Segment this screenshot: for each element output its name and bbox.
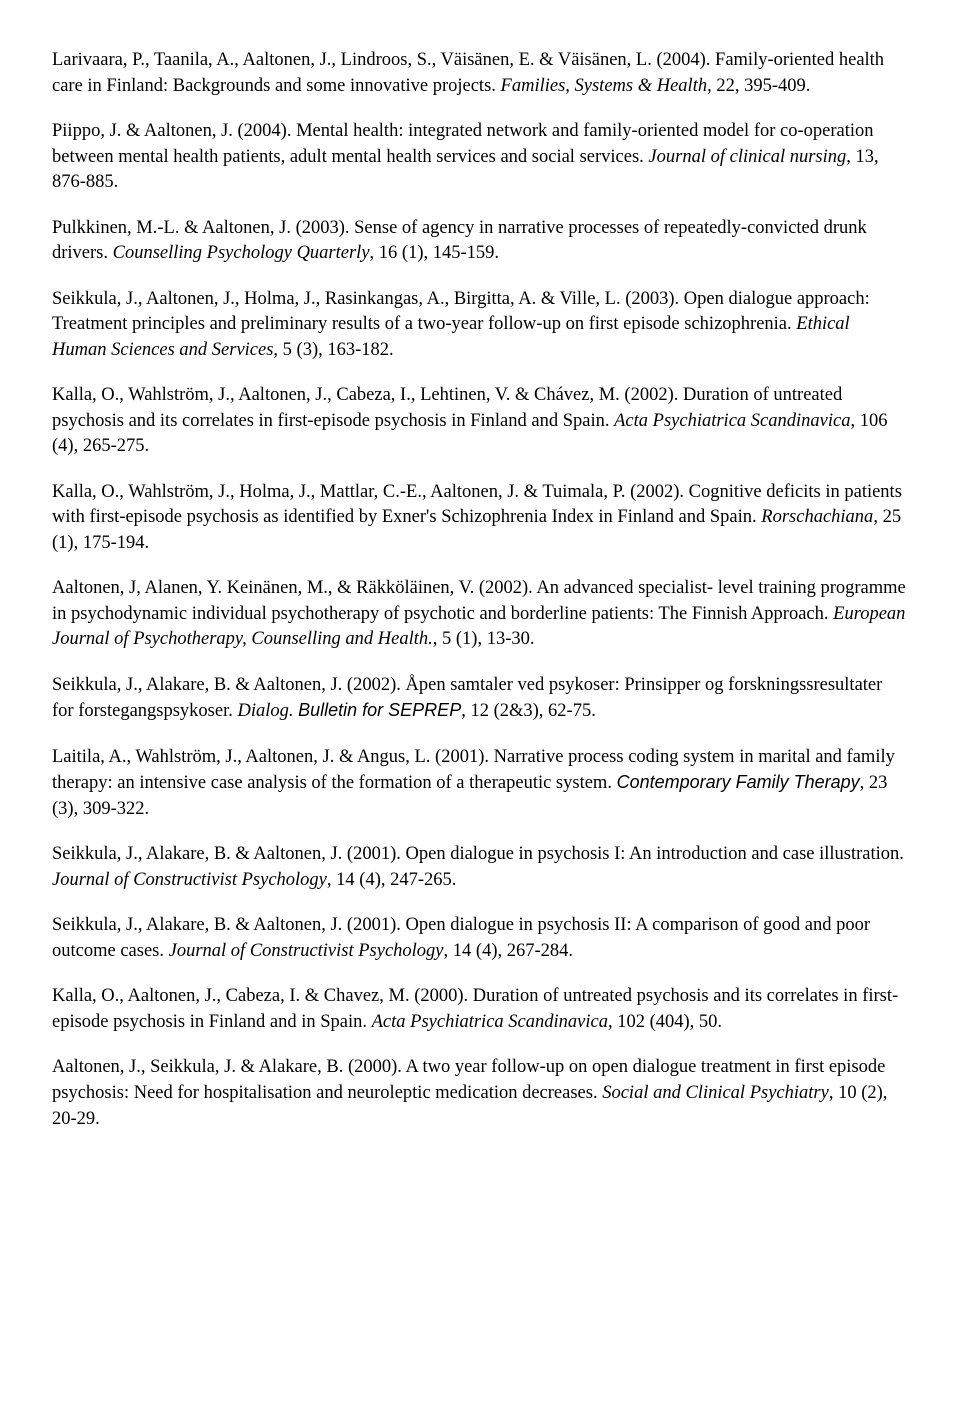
reference: Aaltonen, J., Seikkula, J. & Alakare, B.… (52, 1055, 908, 1132)
reference: Kalla, O., Wahlström, J., Aaltonen, J., … (52, 383, 908, 460)
reference: Kalla, O., Wahlström, J., Holma, J., Mat… (52, 480, 908, 557)
reference: Laitila, A., Wahlström, J., Aaltonen, J.… (52, 745, 908, 823)
reference: Piippo, J. & Aaltonen, J. (2004). Mental… (52, 119, 908, 196)
reference: Larivaara, P., Taanila, A., Aaltonen, J.… (52, 48, 908, 99)
reference: Aaltonen, J, Alanen, Y. Keinänen, M., & … (52, 576, 908, 653)
reference: Seikkula, J., Alakare, B. & Aaltonen, J.… (52, 673, 908, 725)
reference: Seikkula, J., Alakare, B. & Aaltonen, J.… (52, 842, 908, 893)
reference: Seikkula, J., Aaltonen, J., Holma, J., R… (52, 287, 908, 364)
reference: Pulkkinen, M.-L. & Aaltonen, J. (2003). … (52, 216, 908, 267)
references-list: Larivaara, P., Taanila, A., Aaltonen, J.… (52, 48, 908, 1132)
reference: Kalla, O., Aaltonen, J., Cabeza, I. & Ch… (52, 984, 908, 1035)
reference: Seikkula, J., Alakare, B. & Aaltonen, J.… (52, 913, 908, 964)
